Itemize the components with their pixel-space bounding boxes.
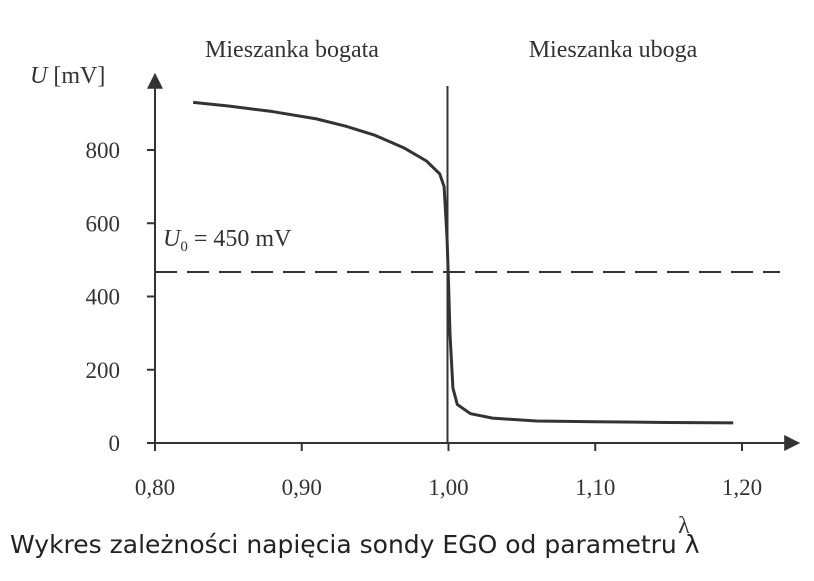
x-tick-label: 1,00 [428,475,468,500]
region-label-lean: Mieszanka uboga [529,37,698,63]
x-tick-label: 1,20 [722,475,762,500]
y-tick-label: 400 [86,285,121,310]
x-tick-label: 0,90 [282,475,322,500]
ego-voltage-chart: 0,80 0,90 1,00 1,10 1,20 0 200 400 600 800 Miesza… [30,37,801,539]
figure-caption: Wykres zależności napięcia sondy EGO od … [10,530,700,559]
y-tick-label: 200 [86,358,121,383]
region-label-rich: Mieszanka bogata [205,37,379,63]
y-axis-label: U [mV] [30,63,105,89]
voltage-curve [192,100,734,425]
x-tick-label: 1,10 [575,475,615,500]
y-tick-label: 800 [86,138,121,163]
y-tick-label: 0 [109,431,121,456]
x-axis-label: λ [678,513,690,539]
x-tick-label: 0,80 [135,475,175,500]
y-tick-label: 600 [86,211,121,236]
reference-label: U0 = 450 mV [163,226,292,255]
